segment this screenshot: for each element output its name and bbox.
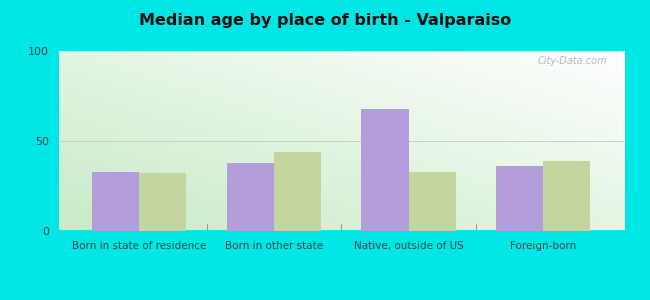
- Bar: [361, 109, 409, 231]
- Bar: [409, 172, 456, 231]
- Bar: [543, 161, 590, 231]
- Text: Median age by place of birth - Valparaiso: Median age by place of birth - Valparais…: [139, 14, 511, 28]
- Bar: [92, 172, 139, 231]
- Text: City-Data.com: City-Data.com: [538, 56, 607, 66]
- Bar: [227, 163, 274, 231]
- Bar: [496, 166, 543, 231]
- Bar: [274, 152, 321, 231]
- Bar: [139, 173, 187, 231]
